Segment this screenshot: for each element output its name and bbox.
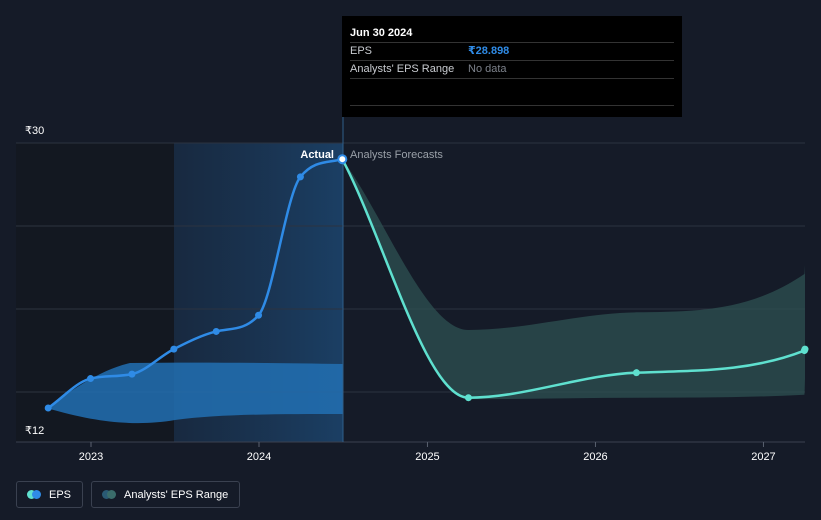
- point-actual-4[interactable]: [212, 327, 220, 335]
- tooltip-eps-value: ₹28.898: [468, 45, 510, 57]
- point-actual-1[interactable]: [87, 375, 95, 383]
- point-actual-0[interactable]: [44, 404, 52, 412]
- point-actual-5[interactable]: [255, 311, 263, 319]
- actual-region-label: Actual: [300, 149, 334, 161]
- x-tick-label-2026: 2026: [583, 451, 607, 463]
- forecast-region-label: Analysts Forecasts: [350, 149, 443, 161]
- point-actual-6[interactable]: [296, 173, 304, 181]
- point-actual-3[interactable]: [170, 345, 178, 353]
- actual-eps-range-band: [47, 362, 343, 424]
- tooltip-row-eps: EPS ₹28.898: [350, 43, 674, 61]
- x-axis-ticks: 2023 2024 2025 2026 2027: [79, 442, 776, 463]
- point-actual-2[interactable]: [128, 370, 136, 378]
- x-tick-label-2023: 2023: [79, 451, 103, 463]
- tooltip-date: Jun 30 2024: [350, 24, 674, 43]
- legend-range-label: Analysts' EPS Range: [124, 488, 229, 501]
- forecast-eps-range-band: [342, 159, 805, 400]
- tooltip-range-key: Analysts' EPS Range: [350, 63, 455, 75]
- x-tick-label-2027: 2027: [751, 451, 775, 463]
- legend-eps-swatch-icon: [27, 490, 41, 499]
- tooltip-eps-key: EPS: [350, 45, 373, 57]
- tooltip-range-value: No data: [468, 63, 507, 75]
- eps-chart: ₹30 ₹12 Actual Analysts Forecasts 2023 20…: [16, 117, 809, 463]
- legend-item-eps[interactable]: EPS: [16, 481, 84, 508]
- point-forecast-2[interactable]: [632, 369, 640, 377]
- y-min-label: ₹12: [25, 425, 44, 437]
- point-forecast-edge: [801, 345, 809, 353]
- x-tick-label-2024: 2024: [247, 451, 271, 463]
- y-max-label: ₹30: [25, 125, 44, 137]
- x-tick-label-2025: 2025: [415, 451, 439, 463]
- point-actual-7[interactable]: [337, 154, 348, 165]
- tooltip-spacer: [350, 79, 674, 106]
- legend-item-eps-range[interactable]: Analysts' EPS Range: [91, 481, 241, 508]
- legend-range-swatch-icon: [102, 490, 117, 499]
- point-forecast-1[interactable]: [464, 394, 472, 402]
- tooltip-row-range: Analysts' EPS Range No data: [350, 61, 674, 79]
- points-group: [44, 154, 809, 412]
- tooltip: Jun 30 2024 EPS ₹28.898 Analysts' EPS Ra…: [342, 16, 682, 117]
- legend-eps-label: EPS: [49, 488, 72, 501]
- series-line-actual: [46, 157, 344, 410]
- legend: EPS Analysts' EPS Range: [16, 481, 241, 508]
